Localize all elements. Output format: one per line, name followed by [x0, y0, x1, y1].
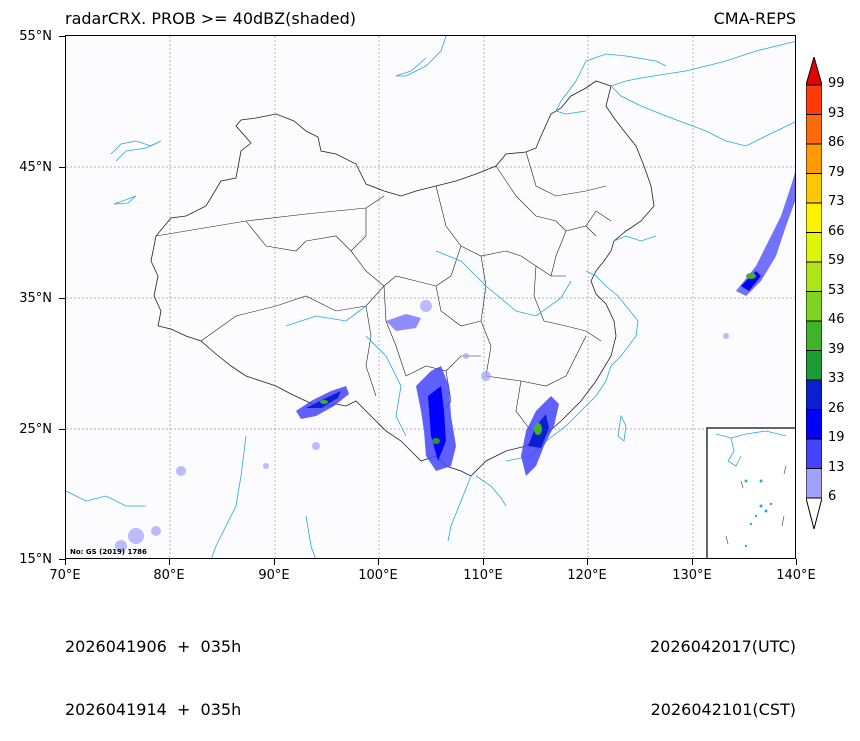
x-tick-120e: 120°E	[567, 568, 607, 583]
x-tick-70e: 70°E	[49, 568, 81, 583]
colorbar-label: 53	[828, 283, 845, 298]
probability-shading	[115, 172, 795, 552]
colorbar-label: 73	[828, 194, 845, 209]
y-tick-35n: 35°N	[19, 291, 52, 306]
province-boundaries	[155, 151, 612, 432]
init-time-block: 2026041906 + 035h 2026041914 + 035h	[65, 594, 241, 741]
colorbar-label: 46	[828, 312, 845, 327]
graticule	[66, 36, 795, 558]
y-tick-45n: 45°N	[19, 160, 52, 175]
colorbar-label: 99	[828, 76, 845, 91]
x-tick-90e: 90°E	[258, 568, 290, 583]
y-tick-25n: 25°N	[19, 422, 52, 437]
valid-time-block: 2026042017(UTC) 2026042101(CST)	[650, 594, 796, 741]
y-tick-55n: 55°N	[19, 29, 52, 44]
south-china-sea-inset	[706, 427, 795, 558]
china-boundary	[150, 80, 655, 477]
colorbar-graphic	[806, 57, 822, 530]
map-plot-area: No: GS (2019) 1786	[65, 35, 796, 559]
y-tick-mark	[59, 298, 65, 299]
colorbar-label: 66	[828, 224, 845, 239]
x-tick-mark	[587, 559, 588, 565]
colorbar-label: 93	[828, 106, 845, 121]
colorbar-min-arrow	[806, 497, 822, 530]
map-canvas	[66, 36, 795, 558]
colorbar-max-arrow	[806, 57, 822, 86]
colorbar-label: 59	[828, 253, 845, 268]
x-tick-mark	[65, 559, 66, 565]
x-tick-mark	[692, 559, 693, 565]
y-tick-mark	[59, 36, 65, 37]
x-tick-80e: 80°E	[153, 568, 185, 583]
colorbar-label: 6	[828, 489, 837, 504]
coastlines-rivers	[66, 36, 795, 558]
x-tick-110e: 110°E	[463, 568, 503, 583]
x-tick-140e: 140°E	[776, 568, 816, 583]
map-credit: No: GS (2019) 1786	[70, 548, 147, 556]
y-tick-15n: 15°N	[19, 552, 52, 567]
x-tick-mark	[274, 559, 275, 565]
colorbar-label: 79	[828, 165, 845, 180]
x-tick-mark	[483, 559, 484, 565]
colorbar-label: 26	[828, 401, 845, 416]
colorbar-label: 19	[828, 430, 845, 445]
y-tick-mark	[59, 429, 65, 430]
chart-title: radarCRX. PROB >= 40dBZ(shaded)	[65, 9, 357, 28]
x-tick-mark	[169, 559, 170, 565]
x-tick-100e: 100°E	[358, 568, 398, 583]
colorbar-label: 33	[828, 371, 845, 386]
x-tick-130e: 130°E	[672, 568, 712, 583]
model-name: CMA-REPS	[713, 9, 796, 28]
colorbar-label: 86	[828, 135, 845, 150]
init-time-cst: 2026041914 + 035h	[65, 700, 242, 719]
y-tick-mark	[59, 559, 65, 560]
x-tick-mark	[796, 559, 797, 565]
valid-time-cst: 2026042101(CST)	[650, 700, 796, 719]
x-tick-mark	[378, 559, 379, 565]
colorbar-label: 13	[828, 460, 845, 475]
colorbar-label: 39	[828, 342, 845, 357]
y-tick-mark	[59, 167, 65, 168]
